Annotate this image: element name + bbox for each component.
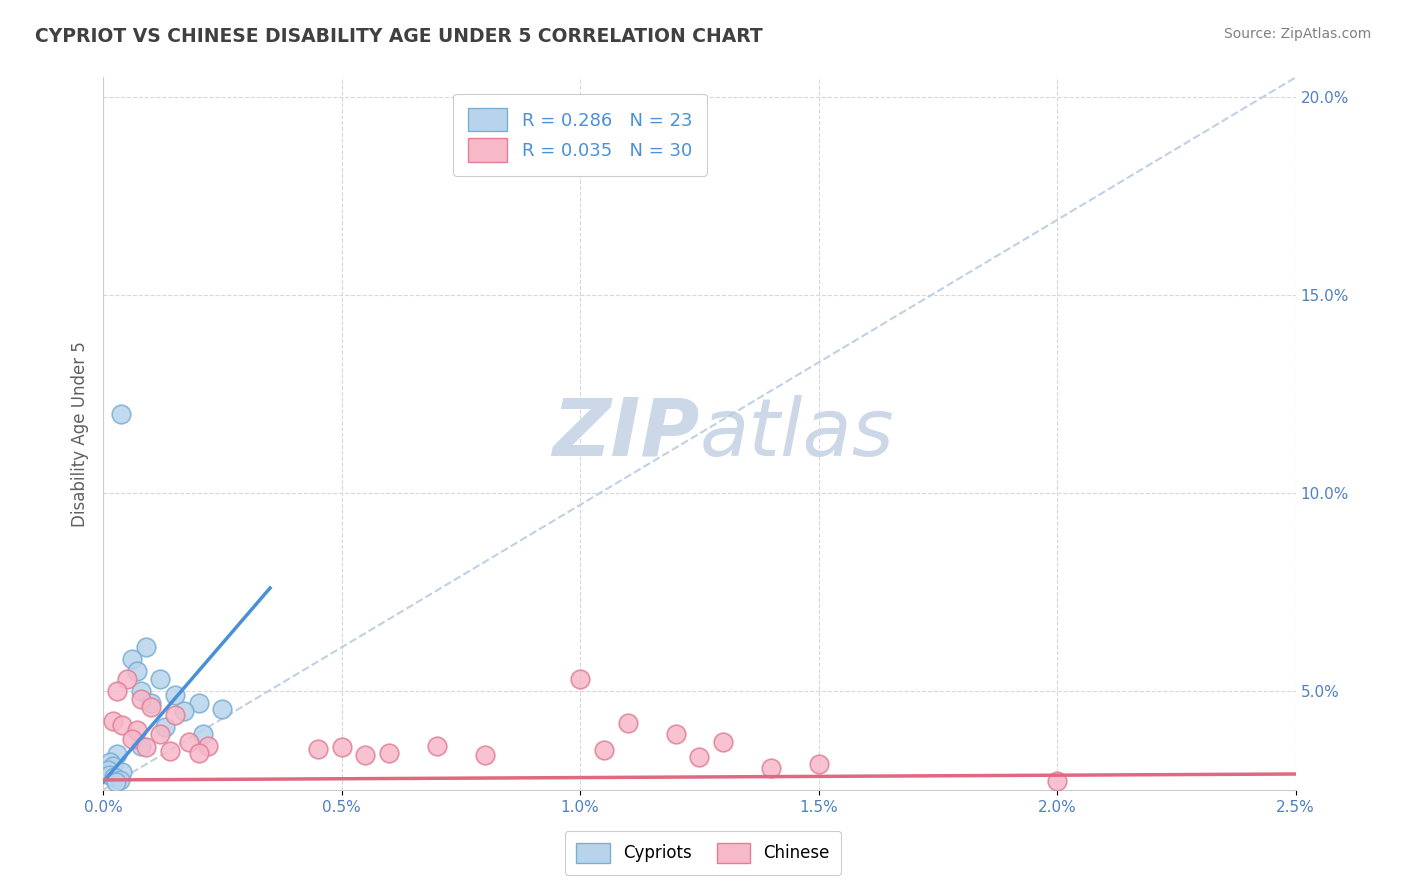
Point: [759, 761, 782, 775]
Point: [121, 652, 143, 666]
Point: [153, 719, 176, 733]
Point: [163, 707, 186, 722]
Point: [97, 763, 120, 777]
Point: [125, 723, 148, 738]
Point: [107, 684, 129, 698]
Point: [617, 715, 640, 730]
Point: [101, 714, 124, 728]
Point: [330, 740, 353, 755]
Point: [426, 739, 449, 754]
Point: [139, 699, 162, 714]
Text: Source: ZipAtlas.com: Source: ZipAtlas.com: [1223, 27, 1371, 41]
Point: [1046, 774, 1069, 789]
Point: [354, 747, 377, 762]
Point: [593, 743, 616, 757]
Point: [173, 704, 195, 718]
Point: [125, 664, 148, 678]
Point: [97, 768, 120, 782]
Legend: Cypriots, Chinese: Cypriots, Chinese: [565, 831, 841, 875]
Text: atlas: atlas: [699, 394, 894, 473]
Point: [664, 727, 686, 741]
Point: [177, 734, 200, 748]
Point: [187, 696, 209, 710]
Text: ZIP: ZIP: [553, 394, 699, 473]
Point: [149, 672, 172, 686]
Point: [111, 765, 134, 780]
Point: [378, 747, 401, 761]
Point: [197, 739, 219, 753]
Point: [129, 691, 152, 706]
Point: [107, 747, 129, 762]
Point: [98, 755, 121, 769]
Point: [149, 727, 172, 741]
Point: [101, 759, 124, 773]
Point: [307, 742, 329, 756]
Legend: R = 0.286   N = 23, R = 0.035   N = 30: R = 0.286 N = 23, R = 0.035 N = 30: [453, 94, 707, 176]
Point: [105, 775, 128, 789]
Point: [474, 747, 496, 762]
Point: [121, 732, 143, 747]
Y-axis label: Disability Age Under 5: Disability Age Under 5: [72, 341, 89, 526]
Point: [110, 407, 132, 421]
Point: [103, 770, 125, 784]
Point: [129, 739, 152, 754]
Point: [115, 672, 138, 686]
Point: [159, 744, 181, 758]
Point: [111, 717, 134, 731]
Point: [569, 672, 592, 686]
Point: [187, 747, 209, 761]
Point: [135, 740, 157, 755]
Point: [211, 702, 233, 716]
Point: [163, 688, 186, 702]
Point: [108, 772, 131, 787]
Point: [688, 750, 710, 764]
Point: [711, 734, 734, 748]
Point: [807, 757, 830, 772]
Point: [135, 640, 157, 655]
Point: [193, 727, 215, 741]
Text: CYPRIOT VS CHINESE DISABILITY AGE UNDER 5 CORRELATION CHART: CYPRIOT VS CHINESE DISABILITY AGE UNDER …: [35, 27, 763, 45]
Point: [139, 696, 162, 710]
Point: [129, 684, 152, 698]
